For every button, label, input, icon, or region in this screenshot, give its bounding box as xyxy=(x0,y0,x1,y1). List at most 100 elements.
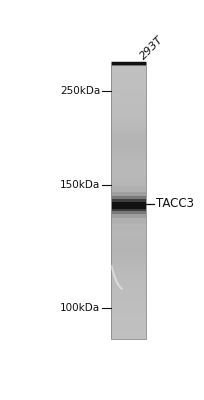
Bar xyxy=(111,262,146,263)
Bar xyxy=(111,179,146,180)
Bar xyxy=(111,119,146,120)
Bar xyxy=(111,247,146,248)
Bar xyxy=(111,222,146,223)
Bar xyxy=(111,151,146,152)
Bar xyxy=(111,89,146,90)
Bar xyxy=(111,147,146,148)
Bar xyxy=(111,201,146,202)
Bar xyxy=(111,241,146,242)
Bar xyxy=(111,71,146,72)
Bar xyxy=(111,186,145,224)
Bar xyxy=(111,176,146,177)
Bar xyxy=(111,110,146,111)
Bar xyxy=(111,196,145,214)
Bar xyxy=(111,252,146,253)
Bar xyxy=(111,192,145,218)
Bar xyxy=(111,111,146,112)
Bar xyxy=(111,210,146,211)
Bar xyxy=(111,233,146,234)
Bar xyxy=(111,305,146,306)
Bar xyxy=(111,205,146,206)
Bar xyxy=(111,186,146,187)
Bar xyxy=(111,330,146,331)
Bar xyxy=(111,225,146,226)
Bar xyxy=(111,220,146,221)
Bar xyxy=(111,90,146,92)
Bar xyxy=(111,145,146,146)
Bar xyxy=(111,212,146,213)
Bar xyxy=(111,180,146,181)
Bar xyxy=(111,317,146,318)
Bar xyxy=(111,107,146,108)
Bar xyxy=(111,118,146,119)
Bar xyxy=(111,199,146,200)
Bar xyxy=(111,323,146,324)
Bar xyxy=(111,115,146,116)
Bar xyxy=(111,79,146,80)
Bar xyxy=(111,121,146,122)
Bar xyxy=(111,246,146,247)
Bar xyxy=(111,333,146,334)
Bar xyxy=(111,268,146,269)
Text: TACC3: TACC3 xyxy=(155,197,193,210)
Bar xyxy=(111,238,146,240)
Bar xyxy=(111,258,146,259)
Bar xyxy=(111,203,146,204)
Bar xyxy=(111,211,146,212)
Bar xyxy=(111,228,146,230)
Bar xyxy=(111,302,146,304)
Bar xyxy=(111,103,146,104)
Bar xyxy=(111,67,146,68)
Bar xyxy=(111,198,146,199)
Text: 150kDa: 150kDa xyxy=(60,180,100,190)
Bar xyxy=(111,287,146,288)
Bar xyxy=(111,288,146,289)
Bar xyxy=(111,215,146,216)
Bar xyxy=(111,94,146,95)
Bar xyxy=(111,192,146,193)
Bar xyxy=(111,289,146,290)
Bar xyxy=(111,76,146,77)
Bar xyxy=(111,224,146,225)
Bar xyxy=(111,251,146,252)
Bar xyxy=(111,153,146,154)
Bar xyxy=(111,73,146,74)
Bar xyxy=(111,311,146,312)
Bar xyxy=(111,77,146,78)
Bar xyxy=(111,164,146,166)
Bar xyxy=(111,139,146,140)
Bar xyxy=(111,131,146,132)
Bar xyxy=(111,74,146,75)
Bar xyxy=(111,328,146,329)
Bar xyxy=(111,338,146,339)
Bar xyxy=(111,237,146,238)
Bar xyxy=(111,144,146,145)
Bar xyxy=(111,293,146,294)
Bar xyxy=(111,290,146,291)
Bar xyxy=(111,157,146,158)
Bar xyxy=(111,267,146,268)
Bar xyxy=(111,124,146,125)
Bar xyxy=(111,185,146,186)
Bar xyxy=(111,191,146,192)
Text: 250kDa: 250kDa xyxy=(60,86,100,96)
Bar xyxy=(111,108,146,109)
Bar xyxy=(111,154,146,155)
Bar xyxy=(111,275,146,276)
Bar xyxy=(111,141,146,142)
Bar xyxy=(111,85,146,86)
Bar xyxy=(111,294,146,295)
Bar xyxy=(111,240,146,241)
Bar xyxy=(111,174,146,176)
Bar xyxy=(111,143,146,144)
Bar xyxy=(111,276,146,277)
Bar xyxy=(111,178,146,179)
Bar xyxy=(111,264,146,265)
Bar xyxy=(111,167,146,168)
Bar xyxy=(111,112,146,113)
Bar xyxy=(111,314,146,315)
Bar xyxy=(111,266,146,267)
Bar xyxy=(111,277,146,278)
Bar xyxy=(111,184,146,185)
Bar xyxy=(111,72,146,73)
